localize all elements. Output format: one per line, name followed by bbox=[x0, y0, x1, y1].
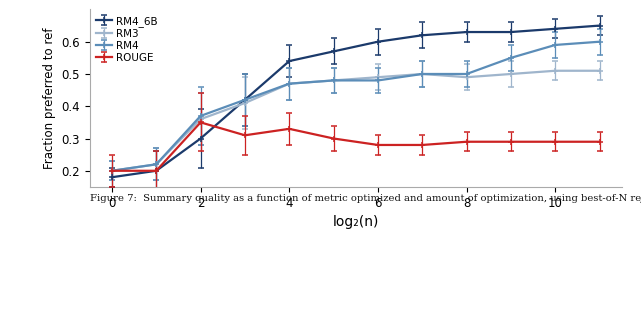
Text: Figure 7:  Summary quality as a function of metric optimized and amount of optim: Figure 7: Summary quality as a function … bbox=[90, 194, 641, 203]
Y-axis label: Fraction preferred to ref: Fraction preferred to ref bbox=[43, 27, 56, 169]
X-axis label: log₂(n): log₂(n) bbox=[333, 215, 379, 229]
Legend: RM4_6B, RM3, RM4, ROUGE: RM4_6B, RM3, RM4, ROUGE bbox=[93, 13, 160, 66]
